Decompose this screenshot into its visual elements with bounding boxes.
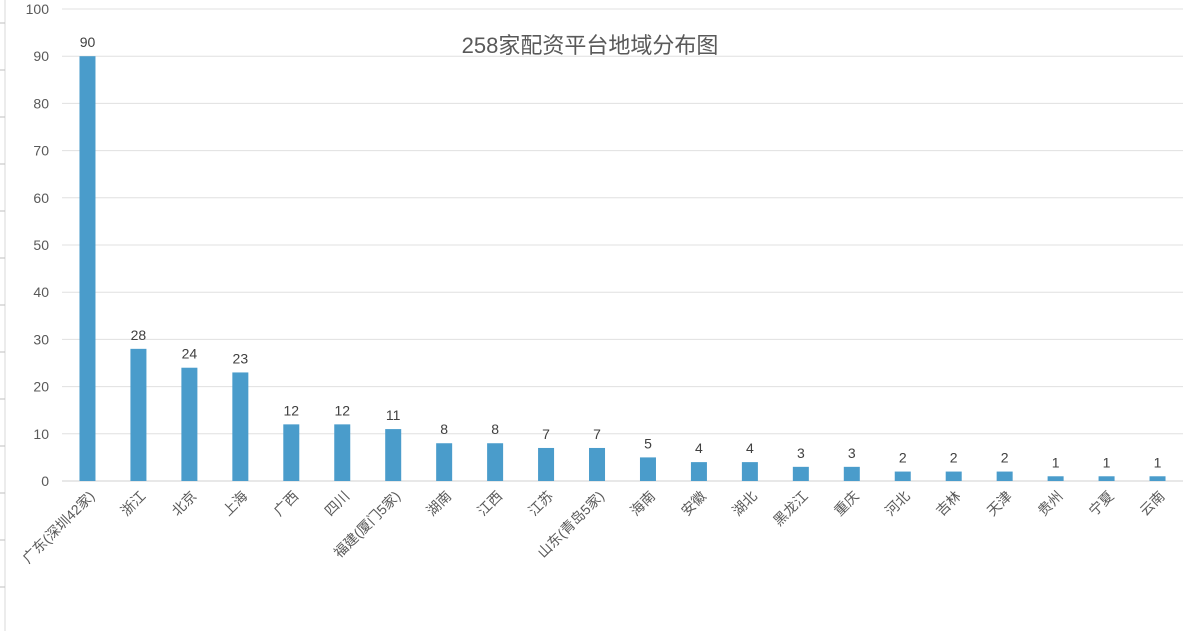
data-label: 28 [131,327,147,343]
data-label: 23 [233,350,249,366]
data-label: 7 [542,426,550,442]
bar [283,424,300,481]
y-tick-label: 50 [33,237,49,253]
data-label: 8 [491,421,499,437]
bar [334,424,351,481]
bar [945,471,962,481]
data-label: 4 [746,440,754,456]
bar [436,443,453,481]
bar [996,471,1013,481]
x-tick-label: 天津 [984,488,1015,519]
x-tick-label: 江苏 [525,488,556,519]
bar [1098,476,1115,481]
data-label: 12 [284,402,300,418]
x-tick-label: 江西 [474,488,505,519]
bar [894,471,911,481]
bar [792,466,809,481]
data-label: 1 [1154,454,1162,470]
y-tick-label: 100 [26,1,50,17]
data-label: 12 [334,402,350,418]
bars [79,56,1166,481]
bar [1149,476,1166,481]
data-label: 11 [386,407,401,423]
bar [181,367,198,481]
x-tick-label: 上海 [219,488,250,519]
x-tick-label: 云南 [1137,488,1168,519]
bar [843,466,860,481]
y-tick-label: 80 [33,95,49,111]
x-tick-label: 重庆 [831,488,862,519]
data-label: 5 [644,435,652,451]
bar [589,447,606,481]
x-tick-label: 贵州 [1035,488,1066,519]
data-label: 1 [1103,454,1111,470]
bar [130,348,147,481]
x-tick-label: 四川 [321,488,352,519]
x-tick-label: 湖北 [729,488,760,519]
data-label: 3 [797,445,805,461]
data-label: 90 [80,34,96,50]
bar [741,462,758,481]
bar [639,457,656,481]
y-tick-label: 30 [33,331,49,347]
data-label: 8 [440,421,448,437]
x-tick-label: 海南 [627,488,658,519]
bar [538,447,555,481]
y-tick-label: 70 [33,143,49,159]
data-label: 4 [695,440,703,456]
data-label: 3 [848,445,856,461]
data-label: 2 [899,450,907,466]
y-axis: 0 10 20 30 40 50 60 70 80 90 100 [26,1,50,489]
x-tick-label: 安徽 [678,488,709,519]
bar [690,462,707,481]
x-tick-label: 浙江 [117,488,148,519]
bar [487,443,504,481]
data-label: 7 [593,426,601,442]
bar [232,372,249,481]
bar [79,56,96,481]
x-tick-label: 广东(深圳42家) [19,488,97,566]
gridlines [62,8,1183,482]
data-label: 2 [1001,450,1009,466]
x-tick-label: 宁夏 [1086,488,1117,519]
y-tick-label: 40 [33,284,49,300]
x-tick-label: 北京 [168,488,199,519]
bar [385,429,402,481]
y-tick-label: 10 [33,426,49,442]
x-tick-label: 黑龙江 [770,488,811,529]
y-tick-label: 90 [33,48,49,64]
data-label: 24 [182,346,198,362]
left-edge-artifact [0,0,6,631]
data-label: 1 [1052,454,1060,470]
x-tick-label: 吉林 [933,488,964,519]
y-tick-label: 20 [33,379,49,395]
x-tick-label: 河北 [882,488,913,519]
x-tick-label: 湖南 [423,488,454,519]
bar [1047,476,1064,481]
y-tick-label: 0 [41,473,49,489]
y-tick-label: 60 [33,190,49,206]
chart-title: 258家配资平台地域分布图 [462,33,719,58]
data-label: 2 [950,450,958,466]
x-tick-label: 广西 [270,488,301,519]
